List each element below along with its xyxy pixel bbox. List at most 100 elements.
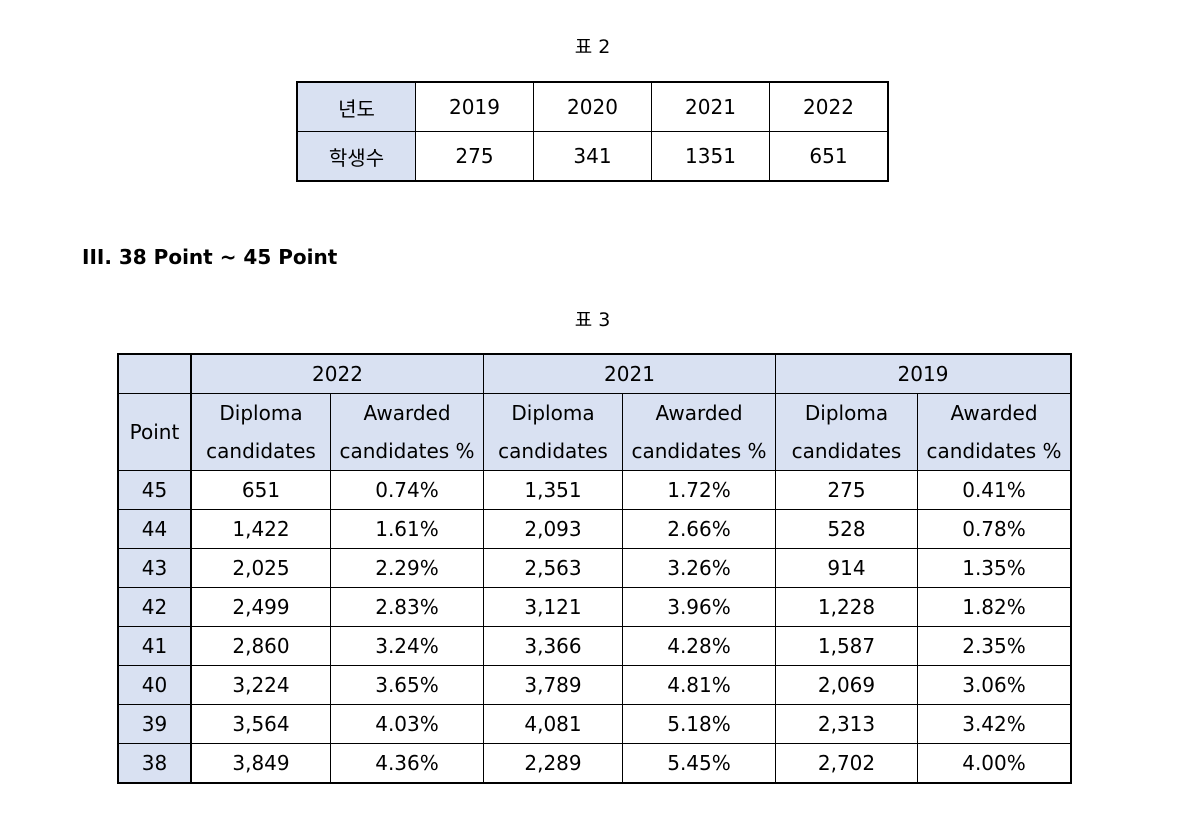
diploma-cell: 2,069	[775, 665, 918, 705]
year-cell: 2021	[651, 81, 770, 132]
diploma-header: Diploma candidates	[775, 393, 918, 471]
diploma-cell: 2,860	[190, 626, 331, 666]
table-row: 40 3,224 3.65% 3,789 4.81% 2,069 3.06%	[117, 665, 1072, 705]
table-3-caption: 표 3	[574, 309, 611, 331]
awarded-cell: 4.81%	[622, 665, 776, 705]
awarded-header-line2: candidates %	[339, 439, 475, 463]
awarded-cell: 1.82%	[917, 587, 1072, 627]
blank-header-cell	[117, 353, 192, 394]
awarded-cell: 4.03%	[330, 704, 484, 744]
awarded-header-line1: Awarded	[950, 401, 1038, 425]
diploma-cell: 3,789	[483, 665, 623, 705]
diploma-cell: 2,702	[775, 743, 918, 784]
diploma-header-line1: Diploma	[804, 401, 889, 425]
diploma-cell: 2,289	[483, 743, 623, 784]
awarded-cell: 2.29%	[330, 548, 484, 588]
diploma-cell: 651	[190, 470, 331, 510]
diploma-header: Diploma candidates	[190, 393, 331, 471]
diploma-cell: 3,121	[483, 587, 623, 627]
awarded-cell: 1.35%	[917, 548, 1072, 588]
table-row: 학생수 275 341 1351 651	[296, 131, 889, 182]
table-row: 44 1,422 1.61% 2,093 2.66% 528 0.78%	[117, 509, 1072, 549]
diploma-cell: 4,081	[483, 704, 623, 744]
awarded-header-line2: candidates %	[926, 439, 1062, 463]
table-row: 43 2,025 2.29% 2,563 3.26% 914 1.35%	[117, 548, 1072, 588]
awarded-header: Awarded candidates %	[917, 393, 1072, 471]
awarded-cell: 3.42%	[917, 704, 1072, 744]
diploma-header-line2: candidates	[206, 439, 316, 463]
table-2-caption: 표 2	[574, 36, 611, 58]
point-cell: 40	[117, 665, 192, 705]
awarded-cell: 5.45%	[622, 743, 776, 784]
awarded-cell: 5.18%	[622, 704, 776, 744]
diploma-cell: 2,563	[483, 548, 623, 588]
point-cell: 39	[117, 704, 192, 744]
diploma-cell: 2,093	[483, 509, 623, 549]
awarded-cell: 0.74%	[330, 470, 484, 510]
diploma-header: Diploma candidates	[483, 393, 623, 471]
year-header-2019: 2019	[775, 353, 1072, 394]
diploma-header-line2: candidates	[498, 439, 608, 463]
awarded-cell: 0.78%	[917, 509, 1072, 549]
point-header: Point	[117, 393, 192, 471]
student-count-cell: 651	[769, 131, 889, 182]
year-header-2022: 2022	[190, 353, 484, 394]
point-cell: 43	[117, 548, 192, 588]
awarded-cell: 4.00%	[917, 743, 1072, 784]
diploma-cell: 2,499	[190, 587, 331, 627]
diploma-cell: 275	[775, 470, 918, 510]
diploma-header-line1: Diploma	[511, 401, 595, 425]
year-cell: 2022	[769, 81, 889, 132]
awarded-cell: 2.83%	[330, 587, 484, 627]
diploma-cell: 914	[775, 548, 918, 588]
point-cell: 41	[117, 626, 192, 666]
students-by-year-table: 년도 2019 2020 2021 2022 학생수 275 341 1351 …	[296, 81, 889, 182]
table-row: 39 3,564 4.03% 4,081 5.18% 2,313 3.42%	[117, 704, 1072, 744]
section-heading: III. 38 Point ~ 45 Point	[82, 245, 338, 269]
diploma-cell: 1,587	[775, 626, 918, 666]
point-cell: 45	[117, 470, 192, 510]
awarded-header: Awarded candidates %	[622, 393, 776, 471]
awarded-cell: 0.41%	[917, 470, 1072, 510]
student-count-cell: 341	[533, 131, 652, 182]
year-cell: 2019	[415, 81, 534, 132]
diploma-cell: 3,849	[190, 743, 331, 784]
point-distribution-table: 2022 2021 2019 Point Diploma candidates …	[117, 353, 1072, 784]
diploma-header-line1: Diploma	[219, 401, 303, 425]
awarded-cell: 2.35%	[917, 626, 1072, 666]
diploma-cell: 2,025	[190, 548, 331, 588]
diploma-cell: 1,228	[775, 587, 918, 627]
table-row: 42 2,499 2.83% 3,121 3.96% 1,228 1.82%	[117, 587, 1072, 627]
table-header-row: 2022 2021 2019	[117, 353, 1072, 394]
table-row: 41 2,860 3.24% 3,366 4.28% 1,587 2.35%	[117, 626, 1072, 666]
diploma-cell: 528	[775, 509, 918, 549]
student-count-cell: 1351	[651, 131, 770, 182]
awarded-header-line1: Awarded	[655, 401, 743, 425]
year-header-label: 년도	[296, 81, 416, 132]
awarded-header-line1: Awarded	[363, 401, 451, 425]
awarded-cell: 3.65%	[330, 665, 484, 705]
point-cell: 42	[117, 587, 192, 627]
table-row: 년도 2019 2020 2021 2022	[296, 81, 889, 132]
student-count-label: 학생수	[296, 131, 416, 182]
diploma-cell: 2,313	[775, 704, 918, 744]
point-cell: 44	[117, 509, 192, 549]
table-row: 38 3,849 4.36% 2,289 5.45% 2,702 4.00%	[117, 743, 1072, 784]
table-subheader-row: Point Diploma candidates Awarded candida…	[117, 393, 1072, 471]
awarded-cell: 3.24%	[330, 626, 484, 666]
table-row: 45 651 0.74% 1,351 1.72% 275 0.41%	[117, 470, 1072, 510]
awarded-cell: 1.72%	[622, 470, 776, 510]
diploma-header-line2: candidates	[791, 439, 902, 463]
awarded-cell: 2.66%	[622, 509, 776, 549]
student-count-cell: 275	[415, 131, 534, 182]
awarded-cell: 4.36%	[330, 743, 484, 784]
diploma-cell: 3,224	[190, 665, 331, 705]
awarded-cell: 4.28%	[622, 626, 776, 666]
diploma-cell: 1,422	[190, 509, 331, 549]
awarded-cell: 3.06%	[917, 665, 1072, 705]
year-header-2021: 2021	[483, 353, 776, 394]
year-cell: 2020	[533, 81, 652, 132]
point-cell: 38	[117, 743, 192, 784]
diploma-cell: 3,366	[483, 626, 623, 666]
awarded-header-line2: candidates %	[631, 439, 767, 463]
